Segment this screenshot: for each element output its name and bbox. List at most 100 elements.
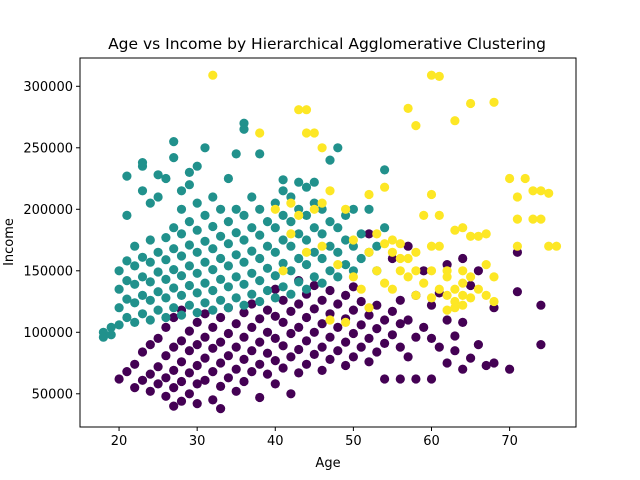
cluster-1-point [309,272,319,282]
cluster-0-point [333,346,343,356]
cluster-1-point [301,260,312,270]
cluster-2-point [434,71,444,81]
plot-frame [79,57,577,428]
cluster-1-point [176,271,187,281]
cluster-0-point [294,299,304,309]
cluster-2-point [411,290,421,300]
cluster-1-point [176,310,187,320]
cluster-2-point [387,235,397,245]
cluster-2-point [426,189,437,200]
cluster-1-point [161,255,171,265]
cluster-0-point [536,340,546,350]
x-axis: 20 30 40 50 60 70 [111,427,518,449]
cluster-0-point [270,284,280,294]
cluster-1-point [270,271,280,281]
cluster-2-point [450,284,460,294]
cluster-0-point [153,379,163,389]
cluster-1-point [192,225,202,235]
cluster-1-point [122,276,132,286]
cluster-1-point [231,228,241,238]
y-tick-label: 50000 [32,387,73,402]
cluster-1-point [301,210,312,220]
cluster-0-point [130,383,140,393]
cluster-2-point [450,116,460,126]
cluster-0-point [223,351,233,361]
cluster-0-point [536,300,546,310]
cluster-0-point [231,386,241,396]
cluster-1-point [356,253,366,264]
cluster-1-point [106,322,116,332]
cluster-1-point [137,272,148,282]
cluster-1-point [200,298,210,308]
cluster-0-point [239,332,249,342]
cluster-0-point [450,331,460,341]
cluster-2-point [348,235,358,245]
cluster-0-point [255,392,265,403]
cluster-0-point [270,311,280,321]
cluster-2-point [419,278,429,288]
cluster-1-point [333,143,343,153]
cluster-0-point [169,312,179,323]
cluster-2-point [270,204,280,214]
cluster-0-point [395,342,405,352]
cluster-1-point [200,236,210,246]
cluster-1-point [278,258,288,268]
cluster-0-point [122,367,132,377]
cluster-1-point [247,268,257,278]
cluster-2-point [544,188,554,198]
cluster-2-point [512,214,523,224]
cluster-0-point [442,315,452,325]
cluster-0-point [294,322,304,332]
cluster-1-point [192,268,202,278]
cluster-2-point [341,204,351,214]
cluster-1-point [216,295,226,305]
cluster-0-point [309,349,319,359]
cluster-2-point [317,241,327,251]
cluster-1-point [145,198,155,208]
cluster-0-point [239,308,249,318]
cluster-1-point [286,266,296,276]
cluster-1-point [223,239,233,249]
cluster-0-point [262,305,273,315]
cluster-0-point [208,322,218,332]
cluster-1-point [208,221,218,232]
cluster-0-point [317,365,327,375]
cluster-0-point [309,280,319,291]
cluster-1-point [200,143,210,153]
cluster-2-point [458,278,468,288]
cluster-0-point [372,300,382,310]
cluster-2-point [528,186,538,196]
cluster-1-point [333,272,343,282]
cluster-2-point [364,189,374,200]
cluster-2-point [536,186,546,196]
cluster-0-point [255,359,265,369]
cluster-2-point [395,239,405,249]
x-tick-label: 20 [111,434,128,449]
cluster-2-point [387,247,397,257]
y-axis: 50000 100000 150000 200000 250000 300000 [23,80,80,402]
cluster-1-point [372,241,382,251]
cluster-1-point [341,260,351,270]
cluster-1-point [106,330,116,340]
cluster-0-point [270,333,280,343]
cluster-0-point [161,322,171,332]
cluster-1-point [216,204,226,214]
cluster-1-point [192,161,202,171]
cluster-1-point [169,137,179,147]
cluster-0-point [505,364,515,374]
cluster-2-point [489,97,499,107]
cluster-2-point [442,305,452,315]
cluster-0-point [395,374,405,384]
cluster-0-point [419,322,429,332]
cluster-2-point [411,247,421,257]
cluster-0-point [341,360,351,371]
cluster-1-point [262,241,273,251]
cluster-1-point [270,293,280,303]
cluster-0-point [286,328,296,339]
cluster-1-point [192,308,202,318]
cluster-0-point [450,346,460,356]
cluster-1-point [114,320,124,330]
cluster-1-point [294,229,304,239]
cluster-1-point [216,274,226,284]
cluster-0-point [309,304,319,314]
